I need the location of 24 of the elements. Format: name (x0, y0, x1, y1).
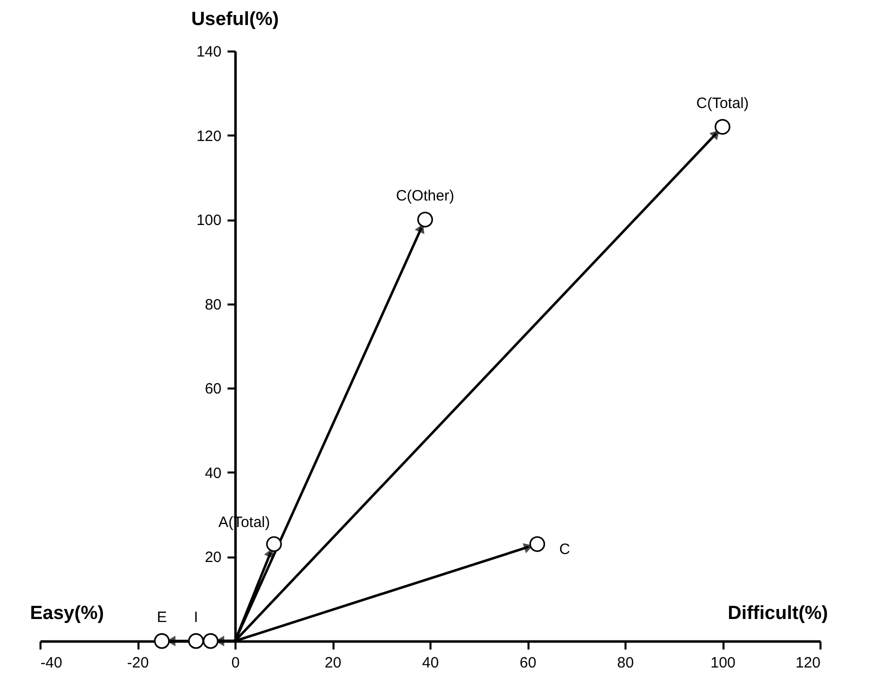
annotation: C(Total) (696, 94, 749, 112)
x-tick-label: -20 (127, 654, 149, 672)
x-tick-label: 60 (520, 654, 536, 672)
x-tick-label: 80 (617, 654, 634, 672)
annotation: E (156, 609, 167, 626)
x-axis-title: Difficult(%) (728, 603, 828, 624)
y-tick-label: 100 (196, 212, 222, 230)
y-tick-label: 60 (204, 380, 222, 398)
y-tick-label: 40 (204, 464, 222, 482)
y-tick-label: 20 (204, 549, 222, 566)
annotation: I (194, 609, 198, 626)
x-tick-label: 40 (422, 654, 439, 672)
y-axis-title: Useful(%) (191, 9, 279, 30)
x-tick-label: -40 (40, 654, 62, 672)
x-tick-label: 0 (231, 654, 240, 672)
y-tick-label: 140 (196, 44, 222, 60)
x-tick-label: 120 (795, 654, 820, 672)
annotation: Easy(%) (30, 603, 104, 624)
annotation: C(Other) (396, 188, 454, 205)
annotation: C (559, 541, 570, 558)
y-tick-label: 120 (196, 128, 222, 145)
y-tick-label: 80 (204, 296, 222, 314)
x-tick-label: 20 (324, 654, 342, 672)
x-tick-label: 100 (710, 654, 736, 672)
